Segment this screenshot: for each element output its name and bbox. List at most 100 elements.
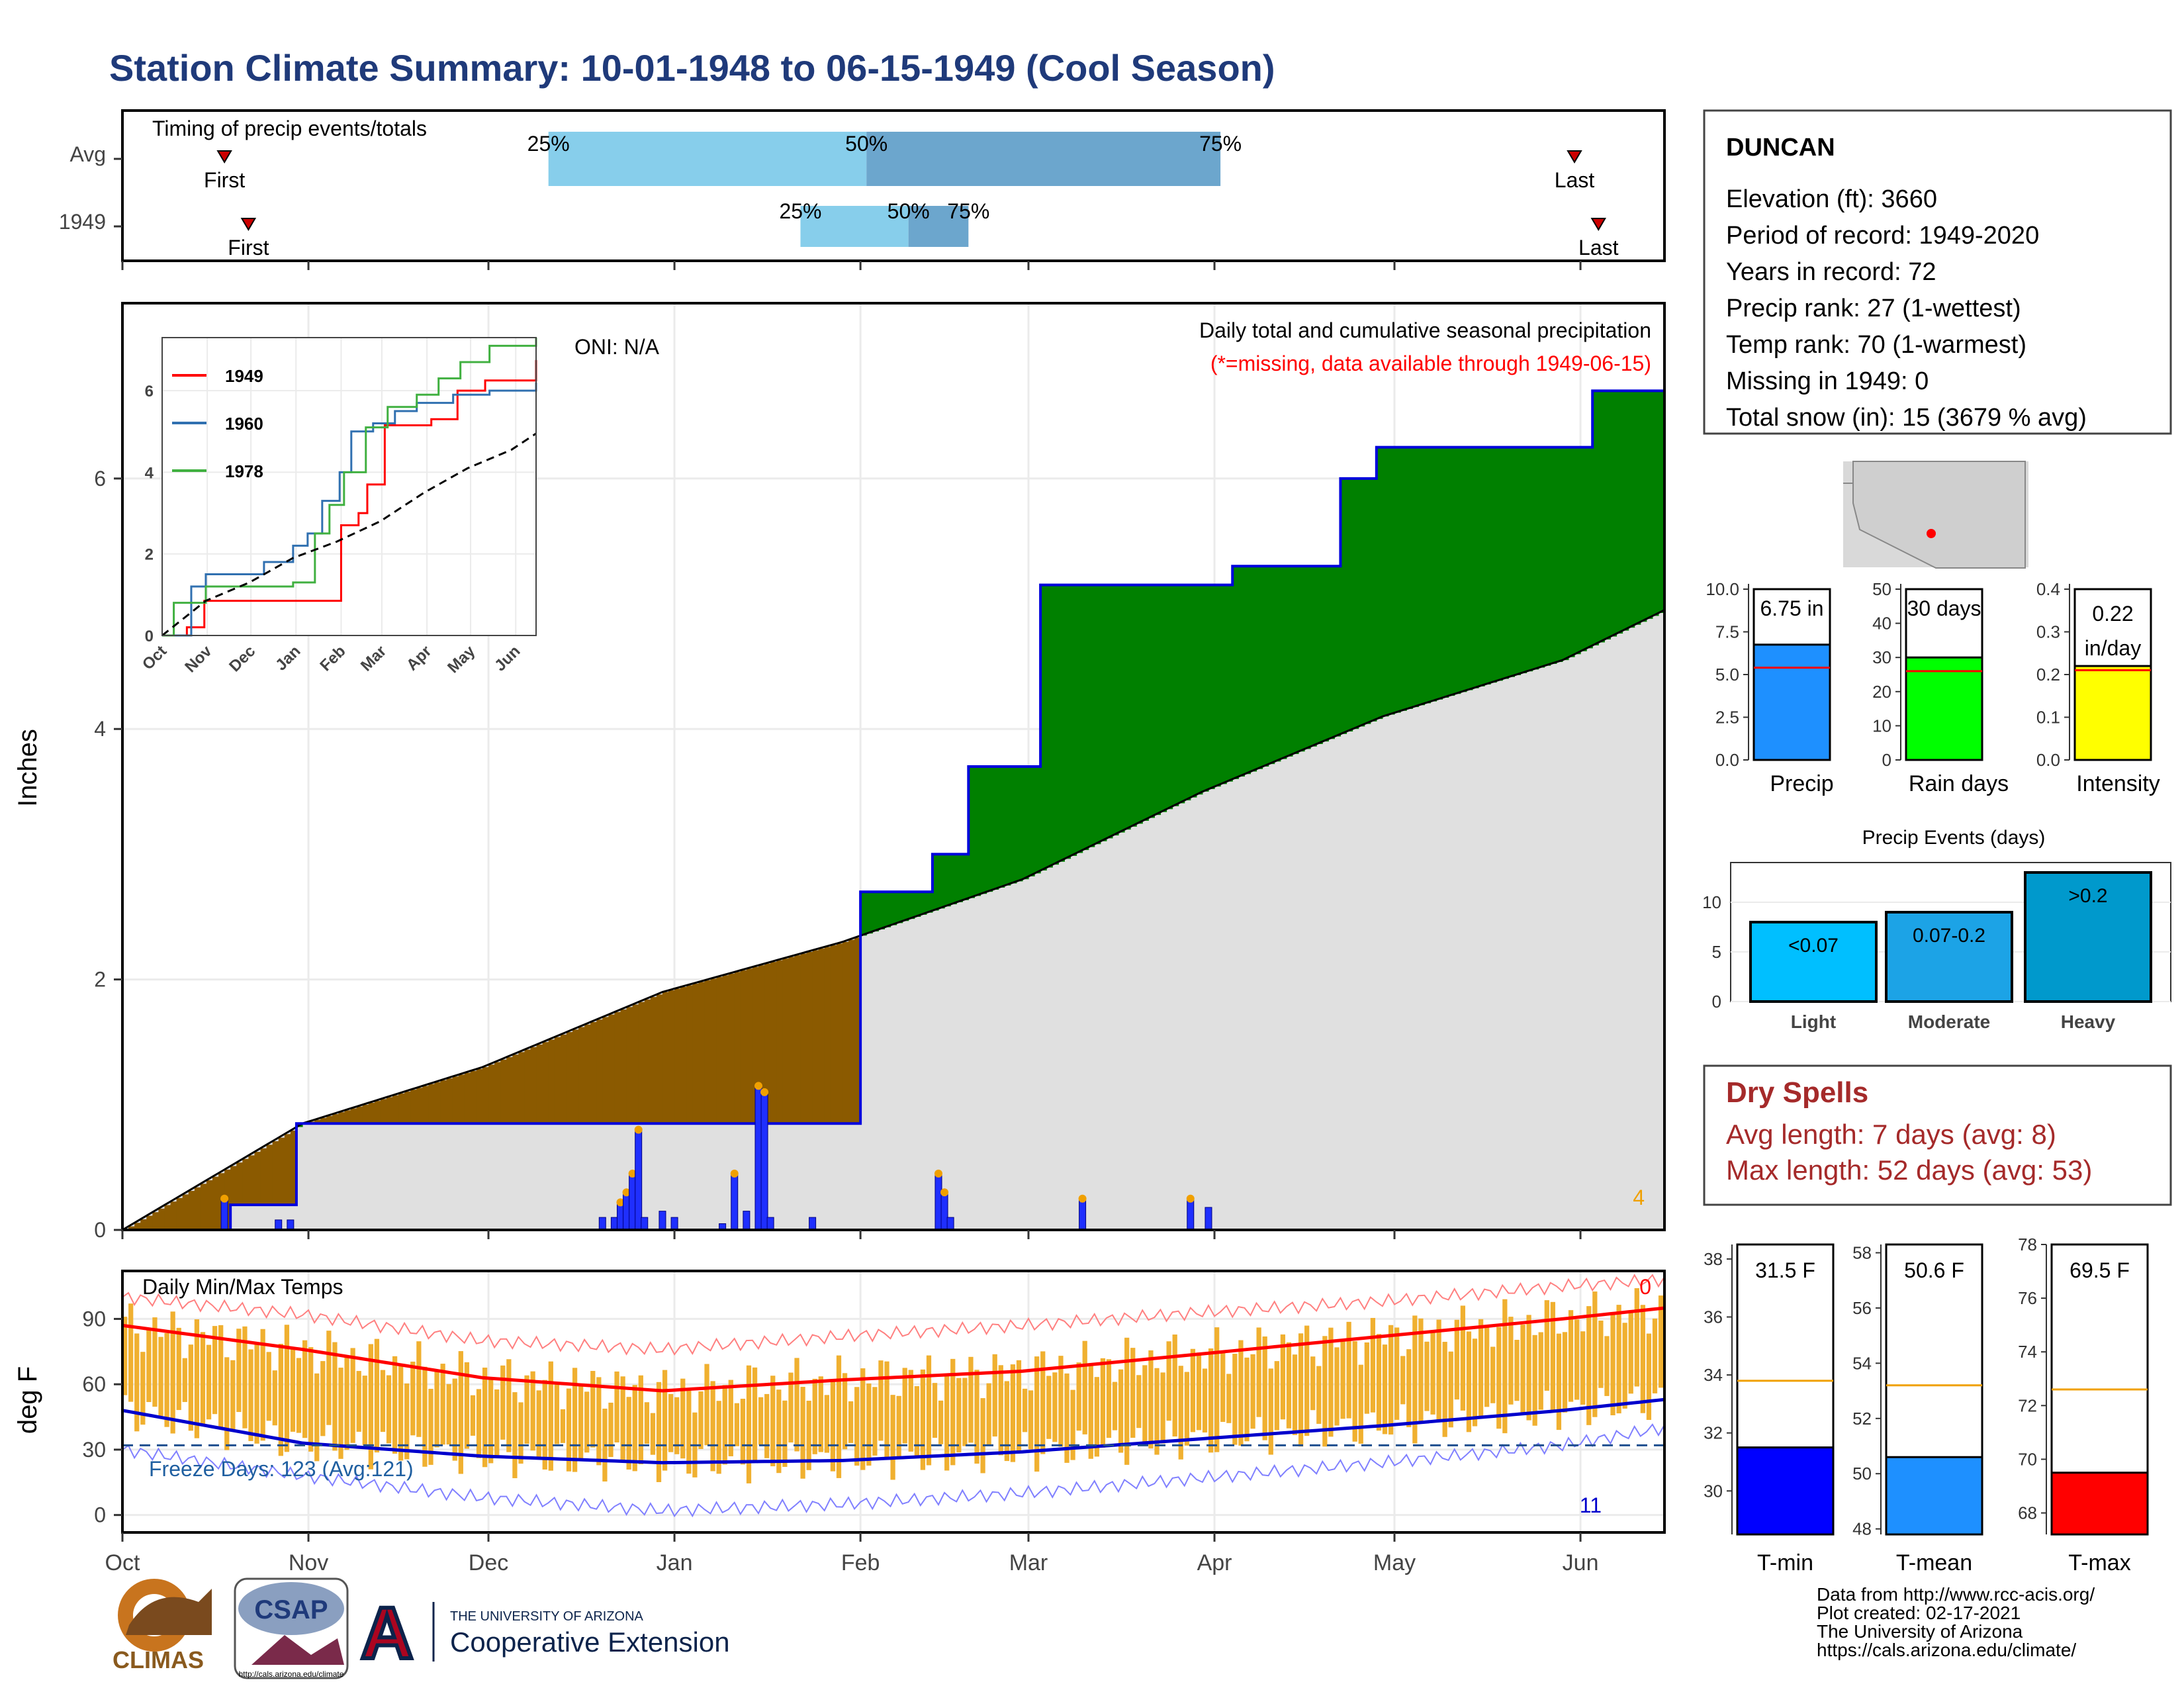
cum-diff-148 xyxy=(1010,767,1017,884)
tbox-tick-label-1-5: 48 xyxy=(1852,1519,1872,1539)
cum-diff-146 xyxy=(998,767,1005,888)
cum-diff-174 xyxy=(1166,585,1173,810)
temp-day-bar-87 xyxy=(644,1402,650,1444)
cum-diff-158 xyxy=(1070,585,1077,856)
info-line-2: Years in record: 72 xyxy=(1726,258,1936,286)
summary-tick-label-0-4: 0.0 xyxy=(1715,750,1739,770)
temp-day-bar-255 xyxy=(1652,1318,1658,1393)
temp-day-bar-158 xyxy=(1070,1389,1075,1460)
cum-diff-47 xyxy=(404,1091,411,1124)
main-ytick-label-3: 6 xyxy=(94,467,106,491)
inset-ytick-label-2: 4 xyxy=(145,464,154,482)
temp-top-count: 0 xyxy=(1639,1275,1651,1299)
temp-day-bar-228 xyxy=(1490,1346,1496,1403)
tbox-tick-label-0-2: 34 xyxy=(1704,1365,1723,1385)
timing-marker-1-1 xyxy=(1590,218,1607,231)
cum-diff-87 xyxy=(644,999,651,1124)
temp-day-bar-130 xyxy=(902,1368,907,1444)
temp-day-bar-207 xyxy=(1364,1342,1369,1414)
cum-diff-166 xyxy=(1118,585,1125,833)
inset-series-1978 xyxy=(162,338,537,637)
temp-day-bar-29 xyxy=(296,1358,302,1433)
tbox-tick-label-2-4: 70 xyxy=(2018,1449,2037,1469)
temp-day-bar-201 xyxy=(1328,1327,1334,1437)
cum-diff-237 xyxy=(1544,447,1551,666)
temp-day-bar-115 xyxy=(812,1378,817,1454)
temp-day-bar-104 xyxy=(746,1365,752,1483)
temp-ytick-label-1: 30 xyxy=(82,1438,106,1462)
cum-diff-13 xyxy=(200,1184,207,1230)
daily-precip-bar-0 xyxy=(220,1198,228,1231)
temp-day-bar-212 xyxy=(1394,1327,1400,1420)
daily-precip-bar-10 xyxy=(659,1211,666,1231)
cum-diff-127 xyxy=(884,892,891,927)
summary-tick-label-0-2: 5.0 xyxy=(1715,665,1739,684)
cum-diff-58 xyxy=(470,1070,477,1124)
cum-diff-209 xyxy=(1376,447,1383,720)
tbox-tick-label-2-5: 68 xyxy=(2018,1503,2037,1523)
cum-diff-226 xyxy=(1478,447,1485,686)
cum-diff-120 xyxy=(842,941,849,1124)
temp-day-bar-172 xyxy=(1154,1368,1160,1455)
cum-diff-143 xyxy=(980,767,987,894)
temp-day-bar-82 xyxy=(614,1371,619,1443)
inset-series-1949 xyxy=(162,359,537,637)
tbox-name-T-mean: T-mean xyxy=(1896,1550,1972,1575)
footer-line-1: Data from http://www.rcc-acis.org/ xyxy=(1817,1584,2095,1605)
cum-diff-250 xyxy=(1622,391,1629,631)
month-label-Dec: Dec xyxy=(469,1550,508,1575)
cum-diff-99 xyxy=(716,976,723,1124)
cum-diff-162 xyxy=(1094,585,1101,845)
cum-diff-185 xyxy=(1232,566,1239,779)
cum-diff-178 xyxy=(1190,585,1197,798)
cum-diff-207 xyxy=(1364,478,1371,724)
timing-pct-1-1: 50% xyxy=(887,199,930,223)
ua-logo-big: Cooperative Extension xyxy=(450,1626,730,1658)
daily-precip-bar-6 xyxy=(623,1192,631,1231)
cum-diff-96 xyxy=(698,982,705,1124)
temp-day-bar-252 xyxy=(1634,1288,1639,1387)
daily-precip-bar-9 xyxy=(641,1217,649,1231)
temp-day-bar-156 xyxy=(1058,1356,1064,1447)
temp-day-bar-41 xyxy=(368,1344,373,1470)
timing-q1-bar-0 xyxy=(548,132,867,186)
cum-diff-189 xyxy=(1256,566,1263,769)
cum-diff-135 xyxy=(932,854,939,911)
events-tick-0: 10 xyxy=(1702,892,1721,912)
tbox-tick-label-1-4: 50 xyxy=(1852,1464,1872,1483)
avg-max-line xyxy=(122,1306,1665,1393)
temp-day-bar-209 xyxy=(1376,1334,1382,1431)
temp-day-bar-58 xyxy=(470,1395,476,1436)
temp-day-bar-179 xyxy=(1196,1352,1202,1430)
cum-diff-33 xyxy=(320,1117,327,1124)
daily-precip-bar-15 xyxy=(754,1085,762,1231)
temp-day-bar-47 xyxy=(404,1383,410,1460)
events-bar-Heavy xyxy=(2024,871,2152,1003)
cum-diff-37 xyxy=(344,1110,351,1124)
cum-diff-80 xyxy=(602,1017,609,1124)
temp-day-bar-97 xyxy=(704,1364,709,1446)
temp-day-bar-61 xyxy=(488,1379,494,1464)
cum-diff-56 xyxy=(458,1074,465,1124)
temp-day-bar-66 xyxy=(518,1402,523,1464)
cum-diff-129 xyxy=(896,892,903,923)
timing-q2-bar-1 xyxy=(908,206,969,247)
temp-day-bar-160 xyxy=(1082,1340,1087,1434)
daily-precip-bar-4 xyxy=(610,1217,618,1231)
temp-day-bar-73 xyxy=(560,1409,566,1443)
summary-tick-label-0-1: 7.5 xyxy=(1715,622,1739,642)
temp-day-bar-113 xyxy=(800,1387,805,1479)
temp-day-bar-86 xyxy=(638,1375,643,1464)
tbox-tick-label-1-3: 52 xyxy=(1852,1409,1872,1429)
temp-day-bar-27 xyxy=(284,1325,290,1452)
precip-panel: 0 2 4 6 Inches ONI: N/A Daily total and cum… xyxy=(13,302,1666,1242)
daily-precip-bar-21 xyxy=(946,1217,954,1231)
tbox-bar-T-max xyxy=(2050,1472,2149,1536)
temp-day-bar-234 xyxy=(1526,1315,1531,1421)
cum-diff-211 xyxy=(1388,447,1395,715)
summary-tick-label-2-4: 0.0 xyxy=(2036,750,2060,770)
temp-day-bar-23 xyxy=(260,1329,265,1441)
temp-day-bar-229 xyxy=(1496,1327,1502,1429)
events-bar-Moderate xyxy=(1885,911,2013,1003)
